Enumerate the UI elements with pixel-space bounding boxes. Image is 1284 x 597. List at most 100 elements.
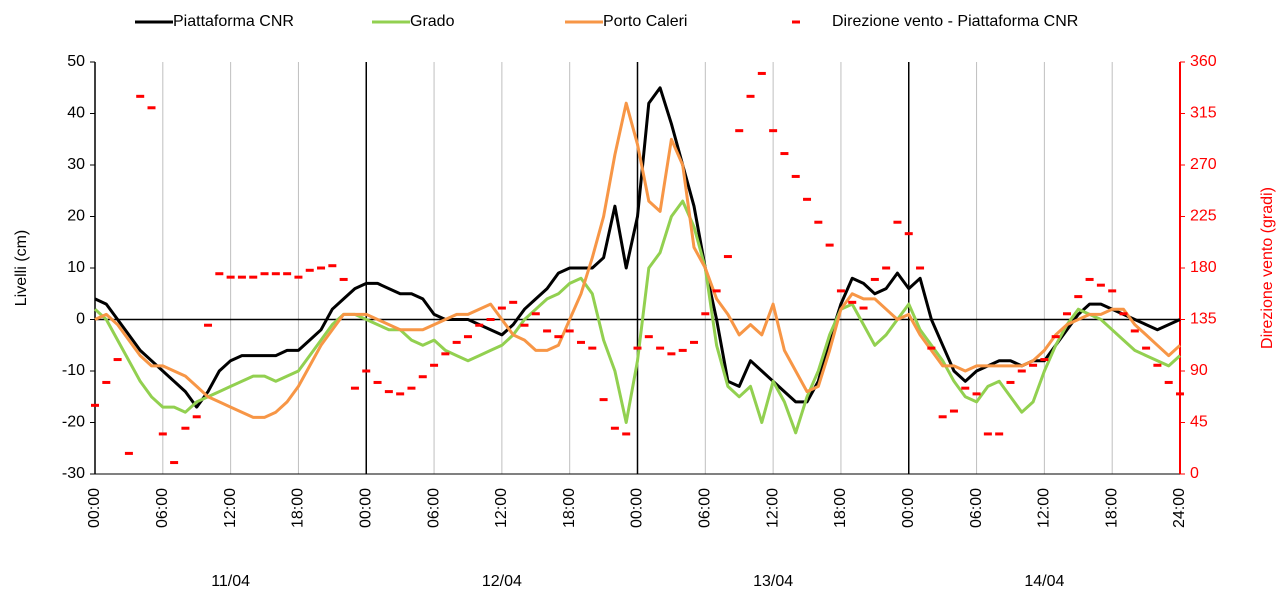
wind-marker (870, 277, 879, 281)
wind-marker (1062, 312, 1071, 316)
wind-marker (972, 392, 981, 396)
wind-marker (283, 272, 292, 276)
y2-tick-label: 135 (1190, 311, 1217, 328)
y2-tick-label: 90 (1190, 362, 1208, 379)
wind-marker (1074, 295, 1083, 299)
x-tick-label: 18:00 (1103, 488, 1120, 528)
x-tick-label: 00:00 (900, 488, 917, 528)
legend-label: Grado (410, 13, 455, 30)
x-tick-label: 06:00 (697, 488, 714, 528)
wind-marker (294, 275, 303, 279)
wind-marker (712, 289, 721, 293)
wind-marker (124, 451, 133, 455)
wind-marker (836, 289, 845, 293)
x-tick-label: 18:00 (832, 488, 849, 528)
y-tick-label: -20 (62, 414, 85, 431)
y-tick-label: 40 (67, 105, 85, 122)
wind-marker (362, 369, 371, 373)
wind-marker (1108, 289, 1117, 293)
wind-marker (757, 71, 766, 75)
wind-marker (814, 220, 823, 224)
wind-marker (1029, 363, 1038, 367)
wind-marker (384, 390, 393, 394)
wind-marker (396, 392, 405, 396)
wind-marker (1164, 380, 1173, 384)
y-tick-label: -10 (62, 362, 85, 379)
wind-marker (690, 340, 699, 344)
wind-marker (667, 352, 676, 356)
wind-marker (158, 432, 167, 436)
wind-marker (927, 346, 936, 350)
wind-marker (147, 106, 156, 110)
wind-marker (769, 129, 778, 133)
wind-marker (317, 266, 326, 270)
x-tick-label: 00:00 (629, 488, 646, 528)
x-tick-label: 00:00 (86, 488, 103, 528)
wind-marker (430, 363, 439, 367)
legend-marker (792, 20, 800, 24)
wind-marker (237, 275, 246, 279)
wind-marker (904, 232, 913, 236)
wind-marker (983, 432, 992, 436)
series-line (94, 86, 1181, 409)
x-tick-label: 12:00 (222, 488, 239, 528)
wind-marker (825, 243, 834, 247)
y-tick-label: 20 (67, 208, 85, 225)
wind-marker (181, 426, 190, 430)
wind-marker (441, 352, 450, 356)
wind-marker (622, 432, 631, 436)
wind-marker (882, 266, 891, 270)
wind-marker (848, 300, 857, 304)
y-tick-label: 0 (76, 311, 85, 328)
legend-label: Piattaforma CNR (173, 13, 294, 30)
wind-marker (938, 415, 947, 419)
wind-marker (803, 197, 812, 201)
wind-marker (791, 174, 800, 178)
wind-marker (610, 426, 619, 430)
wind-marker (475, 323, 484, 327)
y2-tick-label: 0 (1190, 465, 1199, 482)
wind-marker (102, 380, 111, 384)
wind-marker (1006, 380, 1015, 384)
wind-marker (735, 129, 744, 133)
x-tick-label: 18:00 (561, 488, 578, 528)
wind-marker (91, 403, 99, 407)
y2-tick-label: 180 (1190, 259, 1217, 276)
day-label: 13/04 (753, 573, 793, 590)
x-tick-label: 06:00 (154, 488, 171, 528)
wind-marker (949, 409, 958, 413)
wind-marker (1096, 283, 1105, 287)
legend-label: Direzione vento - Piattaforma CNR (832, 13, 1078, 30)
wind-marker (893, 220, 902, 224)
y-axis-label: Livelli (cm) (13, 230, 30, 306)
wind-marker (701, 312, 710, 316)
y-tick-label: 10 (67, 259, 85, 276)
wind-marker (633, 346, 642, 350)
day-label: 14/04 (1024, 573, 1064, 590)
wind-marker (723, 255, 732, 259)
x-tick-label: 12:00 (764, 488, 781, 528)
wind-marker (463, 335, 472, 339)
wind-marker (656, 346, 665, 350)
wind-marker (497, 306, 506, 310)
y-tick-label: 30 (67, 156, 85, 173)
wind-marker (271, 272, 280, 276)
wind-marker (260, 272, 269, 276)
y2-tick-label: 315 (1190, 105, 1217, 122)
wind-marker (407, 386, 416, 390)
wind-marker (1119, 312, 1128, 316)
x-tick-label: 24:00 (1171, 488, 1188, 528)
y2-tick-label: 45 (1190, 414, 1208, 431)
wind-marker (215, 272, 224, 276)
y-tick-label: -30 (62, 465, 85, 482)
x-tick-label: 06:00 (425, 488, 442, 528)
wind-marker (1040, 358, 1049, 362)
x-tick-label: 00:00 (357, 488, 374, 528)
wind-marker (543, 329, 552, 333)
wind-marker (113, 358, 122, 362)
wind-marker (1142, 346, 1151, 350)
wind-marker (644, 335, 653, 339)
wind-marker (780, 152, 789, 156)
day-label: 12/04 (482, 573, 522, 590)
wind-marker (486, 318, 495, 321)
